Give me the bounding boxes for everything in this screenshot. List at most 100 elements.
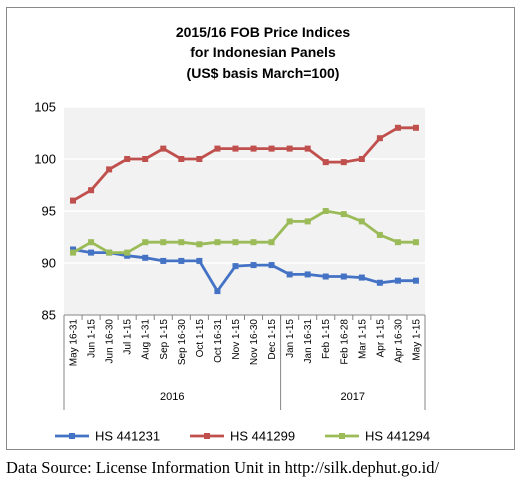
y-tick-label: 105 — [34, 100, 56, 115]
data-point — [178, 156, 185, 162]
y-tick-label: 85 — [42, 308, 56, 323]
data-point — [376, 279, 383, 286]
data-point — [358, 218, 365, 225]
data-point — [286, 271, 293, 278]
data-point — [268, 239, 275, 246]
data-point — [232, 239, 239, 246]
data-point — [322, 159, 329, 166]
data-point — [340, 211, 347, 218]
legend-marker — [339, 433, 345, 439]
data-point — [196, 241, 203, 248]
data-point — [394, 277, 401, 284]
data-point — [214, 288, 221, 295]
x-category-label: Jun 1-15 — [87, 319, 98, 358]
legend-marker — [204, 433, 210, 439]
x-category-label: May 1-15 — [411, 319, 422, 361]
data-point — [178, 257, 185, 264]
x-category-label: Oct 16-31 — [213, 319, 224, 363]
chart-title-line-3: (US$ basis March=100) — [186, 65, 340, 81]
chart-title-line-2: for Indonesian Panels — [190, 44, 336, 60]
x-category-label: Feb 16-28 — [339, 319, 350, 365]
x-category-label: Jan 16-31 — [303, 319, 314, 364]
data-point — [286, 145, 293, 152]
legend-entry: HS 441299 — [230, 429, 295, 444]
x-category-label: Sep 16-30 — [177, 319, 188, 366]
data-point — [160, 257, 167, 264]
legend-entry: HS 441294 — [365, 429, 430, 444]
data-point — [214, 239, 221, 246]
data-point — [214, 145, 221, 152]
data-point — [304, 271, 311, 278]
data-point — [304, 145, 311, 152]
data-point — [358, 156, 365, 162]
data-point — [340, 273, 347, 280]
data-point — [160, 145, 167, 152]
x-category-label: Aug 1-31 — [141, 319, 152, 360]
data-point — [394, 124, 401, 131]
data-point — [142, 239, 149, 246]
data-point — [394, 239, 401, 246]
x-category-label: Feb 1-15 — [321, 319, 332, 359]
year-group-label: 2017 — [341, 391, 365, 403]
y-tick-label: 90 — [42, 256, 56, 271]
data-point — [376, 135, 383, 142]
data-point — [232, 263, 239, 270]
x-category-label: Dec 1-15 — [267, 319, 278, 360]
x-category-label: Nov 16-30 — [249, 319, 260, 366]
year-group-label: 2016 — [160, 391, 184, 403]
x-category-label: Apr 1-15 — [375, 319, 386, 358]
data-point — [106, 166, 113, 173]
data-point — [106, 249, 113, 256]
x-category-label: Jun 16-30 — [105, 319, 116, 364]
data-point — [70, 246, 77, 253]
data-point — [124, 156, 131, 162]
data-point — [304, 218, 311, 225]
x-category-label: Mar 1-15 — [357, 319, 368, 359]
x-category-label: Jan 1-15 — [285, 319, 296, 358]
y-tick-label: 95 — [42, 204, 56, 219]
chart-title-line-1: 2015/16 FOB Price Indices — [175, 24, 351, 40]
data-point — [250, 239, 257, 246]
data-point — [232, 145, 239, 152]
data-point — [250, 145, 257, 152]
data-point — [412, 277, 419, 284]
series-line-0 — [72, 248, 416, 293]
data-point — [340, 159, 347, 166]
data-point — [286, 218, 293, 225]
data-point — [322, 208, 329, 214]
data-point — [142, 254, 149, 261]
data-point — [196, 156, 203, 162]
data-point — [124, 252, 131, 259]
x-category-label: Oct 1-15 — [195, 319, 206, 358]
y-tick-label: 100 — [34, 152, 56, 167]
data-source-note: Data Source: License Information Unit in… — [6, 458, 440, 477]
data-point — [70, 249, 77, 256]
x-category-label: Nov 1-15 — [231, 319, 242, 360]
data-point — [250, 262, 257, 269]
x-category-label: May 16-31 — [69, 319, 80, 367]
data-point — [268, 145, 275, 152]
data-point — [268, 262, 275, 269]
x-category-label: Jul 1-15 — [123, 319, 134, 355]
data-point — [376, 231, 383, 238]
data-point — [412, 239, 419, 246]
series-line-1 — [72, 126, 416, 202]
data-point — [160, 239, 167, 246]
data-point — [70, 197, 77, 204]
legend-entry: HS 441231 — [95, 429, 160, 444]
data-point — [196, 257, 203, 264]
series-line-2 — [72, 209, 416, 255]
data-point — [88, 187, 95, 194]
data-point — [322, 273, 329, 280]
data-point — [178, 239, 185, 246]
x-category-label: Apr 16-30 — [393, 319, 404, 363]
data-point — [124, 249, 131, 256]
data-point — [358, 274, 365, 281]
data-point — [142, 156, 149, 162]
data-point — [88, 239, 95, 246]
legend-marker — [69, 433, 75, 439]
data-point — [412, 124, 419, 131]
x-category-label: Sep 1-15 — [159, 319, 170, 360]
data-point — [88, 249, 95, 256]
